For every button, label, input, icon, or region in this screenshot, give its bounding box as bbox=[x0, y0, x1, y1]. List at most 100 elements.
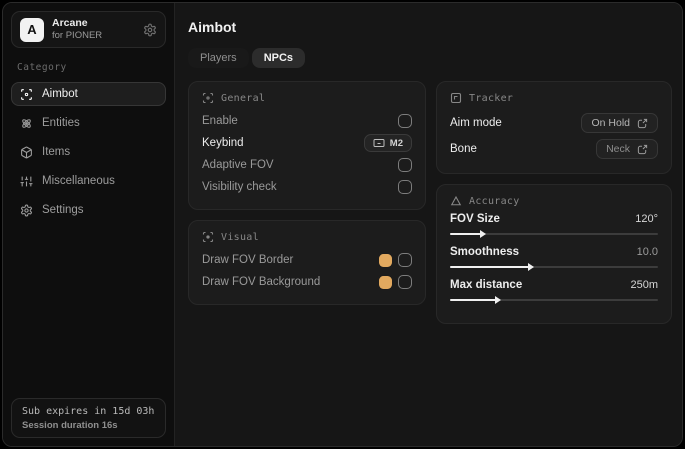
brand-card: A Arcane for PIONER bbox=[11, 11, 166, 48]
triangle-icon bbox=[450, 195, 462, 207]
general-card: General Enable Keybind M2 bbox=[188, 81, 426, 210]
gear-icon[interactable] bbox=[143, 23, 157, 37]
draw-fov-border-checkbox[interactable] bbox=[398, 253, 412, 267]
slider-fill bbox=[450, 299, 496, 301]
sidebar-item-entities[interactable]: Entities bbox=[11, 111, 166, 135]
setting-row-bone: Bone Neck bbox=[450, 136, 658, 162]
scan-icon bbox=[202, 92, 214, 104]
target-tabs: Players NPCs bbox=[188, 48, 668, 68]
slider-label: Smoothness bbox=[450, 246, 520, 258]
slider-fill bbox=[450, 233, 482, 235]
bone-dropdown[interactable]: Neck bbox=[596, 139, 658, 159]
package-icon bbox=[20, 146, 33, 159]
color-checkbox-group bbox=[379, 275, 412, 289]
tab-npcs[interactable]: NPCs bbox=[251, 48, 306, 68]
setting-row-aim-mode: Aim mode On Hold bbox=[450, 110, 658, 136]
smoothness-slider[interactable] bbox=[450, 262, 658, 272]
eye-scan-icon bbox=[202, 231, 214, 243]
sidebar-item-label: Miscellaneous bbox=[42, 175, 115, 187]
accuracy-card: Accuracy FOV Size 120° bbox=[436, 184, 672, 324]
session-duration-text: Session duration 16s bbox=[22, 420, 118, 431]
category-label: Category bbox=[17, 62, 67, 73]
sidebar-item-items[interactable]: Items bbox=[11, 140, 166, 164]
setting-label: Visibility check bbox=[202, 181, 277, 193]
draw-fov-background-checkbox[interactable] bbox=[398, 275, 412, 289]
expand-icon bbox=[637, 118, 648, 129]
setting-label: Enable bbox=[202, 115, 238, 127]
slider-thumb[interactable] bbox=[480, 230, 487, 238]
tab-players[interactable]: Players bbox=[188, 48, 249, 68]
slider-thumb[interactable] bbox=[528, 263, 535, 271]
target-square-icon bbox=[450, 92, 462, 104]
slider-thumb[interactable] bbox=[494, 296, 501, 304]
expand-icon bbox=[637, 144, 648, 155]
sidebar: A Arcane for PIONER Category Aimbot bbox=[3, 3, 175, 446]
setting-row-draw-fov-border: Draw FOV Border bbox=[202, 249, 412, 271]
page-title: Aimbot bbox=[188, 19, 237, 35]
max-distance-slider[interactable] bbox=[450, 295, 658, 305]
slider-track bbox=[450, 299, 658, 301]
tracker-card-header: Tracker bbox=[450, 92, 658, 104]
scan-icon bbox=[20, 88, 33, 101]
setting-row-draw-fov-background: Draw FOV Background bbox=[202, 271, 412, 293]
sub-expires-text: Sub expires in 15d 03h bbox=[22, 406, 155, 417]
card-title: General bbox=[221, 92, 266, 104]
brand-logo: A bbox=[20, 17, 44, 42]
visual-card: Visual Draw FOV Border Draw FOV Backgrou… bbox=[188, 220, 426, 305]
slider-track bbox=[450, 266, 658, 268]
fov-border-color-swatch[interactable] bbox=[379, 253, 392, 267]
main-panel: Aimbot Players NPCs General Enable bbox=[175, 3, 682, 446]
subscription-info-card: Sub expires in 15d 03h Session duration … bbox=[11, 398, 166, 438]
fov-size-slider[interactable] bbox=[450, 229, 658, 239]
gear-icon bbox=[20, 204, 33, 217]
general-card-header: General bbox=[202, 92, 412, 104]
max-distance-group: Max distance 250m bbox=[450, 279, 658, 305]
setting-row-adaptive-fov: Adaptive FOV bbox=[202, 154, 412, 176]
sidebar-nav: Aimbot Entities Items Miscellaneous bbox=[11, 82, 166, 222]
sidebar-item-label: Aimbot bbox=[42, 88, 78, 100]
keybind-button[interactable]: M2 bbox=[363, 134, 412, 152]
sidebar-item-label: Entities bbox=[42, 117, 80, 129]
slider-track bbox=[450, 233, 658, 235]
color-checkbox-group bbox=[379, 253, 412, 267]
setting-label: Keybind bbox=[202, 137, 244, 149]
setting-label: Draw FOV Border bbox=[202, 254, 294, 266]
setting-label: Aim mode bbox=[450, 117, 502, 129]
slider-header: Smoothness 10.0 bbox=[450, 246, 658, 258]
atom-icon bbox=[20, 117, 33, 130]
sidebar-item-aimbot[interactable]: Aimbot bbox=[11, 82, 166, 106]
settings-grid: General Enable Keybind M2 bbox=[188, 81, 672, 324]
tracker-card: Tracker Aim mode On Hold Bone bbox=[436, 81, 672, 174]
setting-row-enable: Enable bbox=[202, 110, 412, 132]
right-column: Tracker Aim mode On Hold Bone bbox=[436, 81, 672, 324]
bone-value: Neck bbox=[606, 143, 630, 155]
card-title: Visual bbox=[221, 231, 259, 243]
brand-subtitle: for PIONER bbox=[52, 30, 103, 42]
setting-row-visibility-check: Visibility check bbox=[202, 176, 412, 198]
sidebar-item-label: Settings bbox=[42, 204, 84, 216]
fov-background-color-swatch[interactable] bbox=[379, 275, 392, 289]
visibility-check-checkbox[interactable] bbox=[398, 180, 412, 194]
accuracy-card-header: Accuracy bbox=[450, 195, 658, 207]
keyboard-icon bbox=[373, 137, 385, 149]
slider-value: 120° bbox=[635, 213, 658, 225]
aim-mode-dropdown[interactable]: On Hold bbox=[581, 113, 658, 133]
slider-label: Max distance bbox=[450, 279, 523, 291]
fov-size-group: FOV Size 120° bbox=[450, 213, 658, 239]
enable-checkbox[interactable] bbox=[398, 114, 412, 128]
sidebar-item-settings[interactable]: Settings bbox=[11, 198, 166, 222]
brand-text: Arcane for PIONER bbox=[52, 17, 135, 42]
smoothness-group: Smoothness 10.0 bbox=[450, 246, 658, 272]
slider-label: FOV Size bbox=[450, 213, 500, 225]
setting-label: Bone bbox=[450, 143, 477, 155]
card-title: Accuracy bbox=[469, 195, 520, 207]
sidebar-item-miscellaneous[interactable]: Miscellaneous bbox=[11, 169, 166, 193]
brand-title: Arcane bbox=[52, 17, 88, 29]
slider-value: 250m bbox=[630, 279, 658, 291]
slider-value: 10.0 bbox=[636, 246, 658, 258]
left-column: General Enable Keybind M2 bbox=[188, 81, 426, 305]
aim-mode-value: On Hold bbox=[591, 117, 630, 129]
adaptive-fov-checkbox[interactable] bbox=[398, 158, 412, 172]
sliders-icon bbox=[20, 175, 33, 188]
